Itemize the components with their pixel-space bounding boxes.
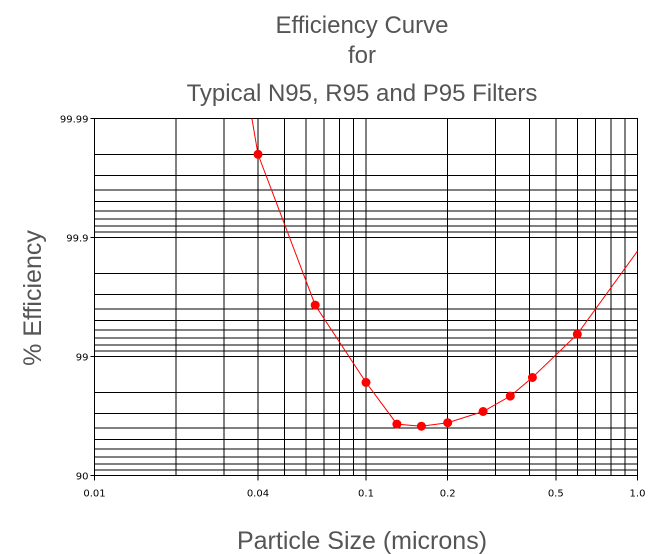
- y-axis-title: % Efficiency: [19, 230, 47, 366]
- data-series: [251, 118, 638, 431]
- data-point: [505, 391, 515, 401]
- x-tick-label: 0.1: [358, 489, 374, 500]
- data-point: [478, 407, 488, 416]
- x-axis-title: Particle Size (microns): [237, 527, 487, 554]
- grid-lines: [94, 118, 638, 476]
- efficiency-curve-line: [251, 118, 638, 427]
- data-point: [392, 419, 402, 429]
- data-point: [310, 300, 320, 310]
- x-tick-label: 0.5: [548, 489, 564, 500]
- y-tick-label: 99: [76, 353, 89, 364]
- chart-title-line-1: Efficiency Curve: [276, 12, 449, 39]
- x-tick-label: 0.2: [440, 489, 456, 500]
- chart-title-line-2: for: [348, 42, 376, 69]
- y-tick-label: 99.9: [66, 234, 88, 245]
- y-tick-label: 99.99: [60, 115, 89, 126]
- data-point: [361, 377, 371, 387]
- tick-labels: 0.01 0.04 0.1 0.2 0.5 1.0 90 99 99.9 99.99: [60, 115, 646, 500]
- chart-title: Efficiency Curve for Typical N95, R95 an…: [187, 12, 538, 107]
- x-tick-label: 0.01: [83, 489, 105, 500]
- x-tick-label: 1.0: [630, 489, 646, 500]
- chart-title-line-3: Typical N95, R95 and P95 Filters: [187, 80, 538, 107]
- y-tick-label: 90: [76, 472, 89, 483]
- data-point: [527, 373, 537, 382]
- data-point: [253, 149, 263, 159]
- x-tick-label: 0.04: [247, 489, 269, 500]
- data-point: [572, 329, 582, 339]
- data-point: [416, 421, 426, 431]
- data-point: [443, 418, 453, 428]
